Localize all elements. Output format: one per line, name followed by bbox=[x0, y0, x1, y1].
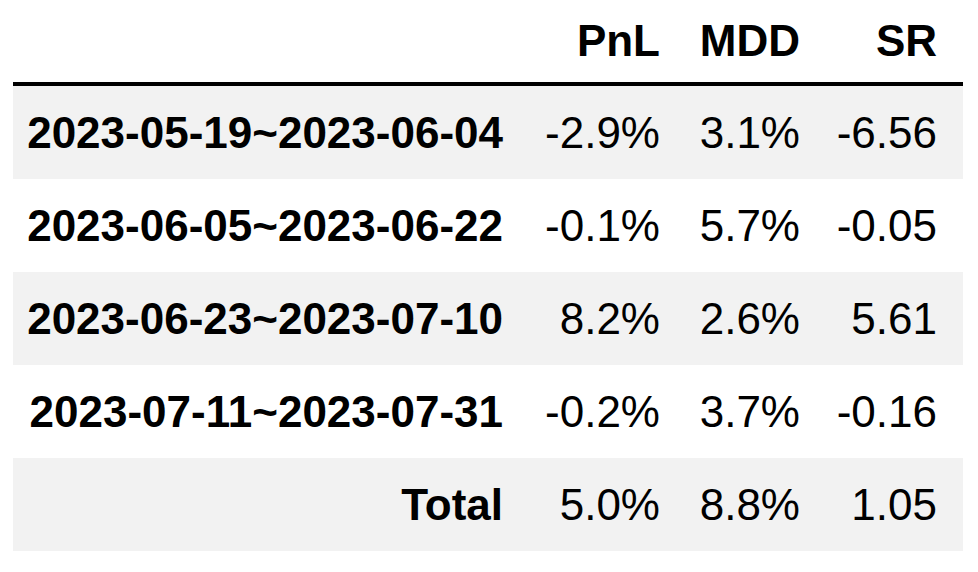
header-row: PnL MDD SR bbox=[13, 0, 963, 84]
pnl-total-cell: 5.0% bbox=[529, 458, 686, 551]
sr-total-cell: 1.05 bbox=[826, 458, 963, 551]
sr-cell: -0.05 bbox=[826, 179, 963, 272]
column-header-period bbox=[13, 0, 529, 84]
table-row: 2023-06-05~2023-06-22 -0.1% 5.7% -0.05 bbox=[13, 179, 963, 272]
table-row: 2023-07-11~2023-07-31 -0.2% 3.7% -0.16 bbox=[13, 365, 963, 458]
period-cell: 2023-06-05~2023-06-22 bbox=[13, 179, 529, 272]
sr-cell: -0.16 bbox=[826, 365, 963, 458]
pnl-cell: -2.9% bbox=[529, 84, 686, 179]
sr-cell: 5.61 bbox=[826, 272, 963, 365]
sr-cell: -6.56 bbox=[826, 84, 963, 179]
column-header-mdd: MDD bbox=[686, 0, 826, 84]
pnl-cell: -0.1% bbox=[529, 179, 686, 272]
mdd-cell: 3.7% bbox=[686, 365, 826, 458]
mdd-cell: 5.7% bbox=[686, 179, 826, 272]
table-row: 2023-05-19~2023-06-04 -2.9% 3.1% -6.56 bbox=[13, 84, 963, 179]
period-cell: 2023-05-19~2023-06-04 bbox=[13, 84, 529, 179]
pnl-cell: -0.2% bbox=[529, 365, 686, 458]
mdd-cell: 2.6% bbox=[686, 272, 826, 365]
total-row: Total 5.0% 8.8% 1.05 bbox=[13, 458, 963, 551]
table-row: 2023-06-23~2023-07-10 8.2% 2.6% 5.61 bbox=[13, 272, 963, 365]
performance-summary-table: PnL MDD SR 2023-05-19~2023-06-04 -2.9% 3… bbox=[13, 0, 963, 551]
column-header-pnl: PnL bbox=[529, 0, 686, 84]
period-cell: 2023-07-11~2023-07-31 bbox=[13, 365, 529, 458]
period-cell: 2023-06-23~2023-07-10 bbox=[13, 272, 529, 365]
mdd-cell: 3.1% bbox=[686, 84, 826, 179]
column-header-sr: SR bbox=[826, 0, 963, 84]
pnl-cell: 8.2% bbox=[529, 272, 686, 365]
total-label-cell: Total bbox=[13, 458, 529, 551]
mdd-total-cell: 8.8% bbox=[686, 458, 826, 551]
